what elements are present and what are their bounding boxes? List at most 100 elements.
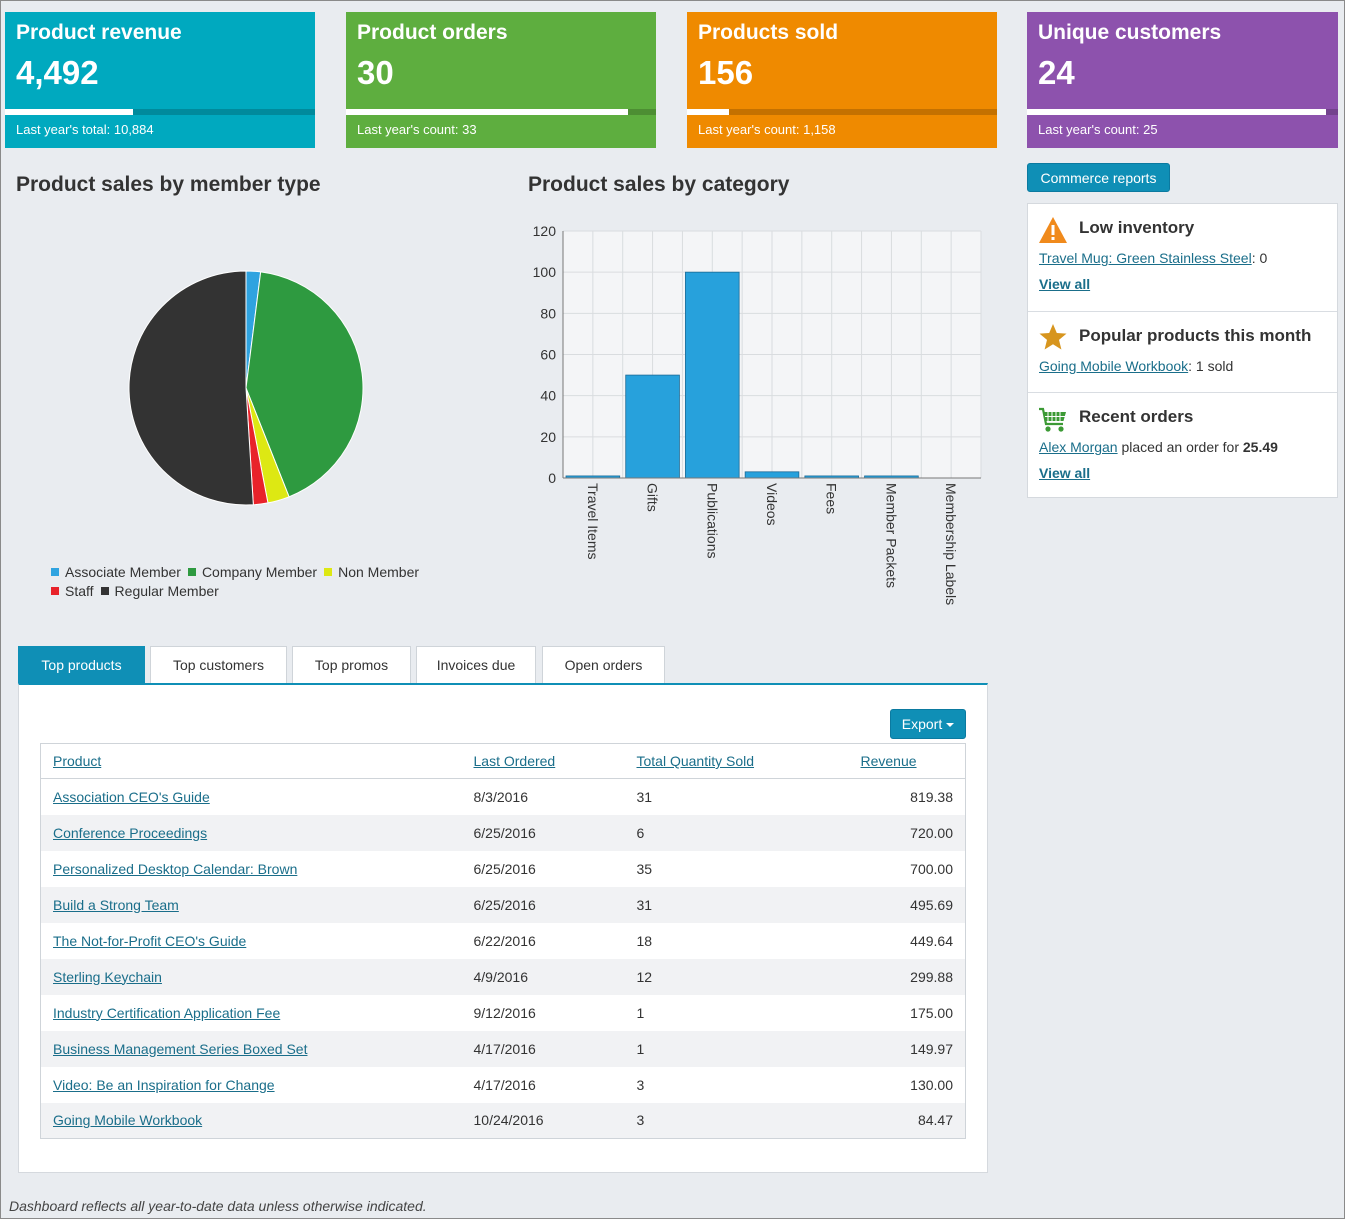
shopping-cart-icon <box>1038 406 1068 439</box>
low-inventory-view-all-link[interactable]: View all <box>1039 276 1091 292</box>
tile-progress-bar <box>1027 109 1338 115</box>
last-ordered-cell: 6/25/2016 <box>461 886 625 923</box>
column-header-product[interactable]: Product <box>53 753 102 769</box>
pie-chart-title: Product sales by member type <box>16 173 321 196</box>
last-ordered-cell: 6/25/2016 <box>461 814 625 851</box>
revenue-cell: 449.64 <box>910 932 953 949</box>
product-link[interactable]: Sterling Keychain <box>53 968 162 985</box>
revenue-cell: 495.69 <box>824 886 966 923</box>
product-cell: Build a Strong Team <box>40 886 462 923</box>
revenue-cell: 130.00 <box>910 1076 953 1093</box>
popular-products-title: Popular products this month <box>1079 326 1312 345</box>
tab-top-products[interactable]: Top products <box>18 646 145 684</box>
product-link[interactable]: Build a Strong Team <box>53 896 179 913</box>
table-row: Going Mobile Workbook 10/24/2016 3 84.47 <box>40 1102 966 1139</box>
legend-item: Company Member <box>187 564 318 580</box>
product-cell: Conference Proceedings <box>40 814 462 851</box>
y-tick-label: 20 <box>540 429 556 445</box>
low-inventory-title: Low inventory <box>1079 218 1195 237</box>
pie-legend: Associate Member Company Member Non Member… <box>51 563 426 601</box>
recent-orders-view-all-link[interactable]: View all <box>1039 465 1091 481</box>
product-link[interactable]: Personalized Desktop Calendar: Brown <box>53 860 298 877</box>
product-link[interactable]: Video: Be an Inspiration for Change <box>53 1076 275 1093</box>
tab-open-orders[interactable]: Open orders <box>542 646 665 684</box>
pie-slice-regular-member <box>128 270 254 506</box>
legend-label: Non Member <box>338 564 420 580</box>
tile-footer: Last year's count: 33 <box>357 122 477 137</box>
tile-progress-fill <box>1027 109 1326 115</box>
recent-order-amount: 25.49 <box>1242 439 1278 455</box>
top-products-table: Product Last Ordered Total Quantity Sold… <box>40 743 966 1139</box>
tile-footer: Last year's count: 25 <box>1038 122 1158 137</box>
tile-progress-fill <box>687 109 729 115</box>
low-inventory-item-link[interactable]: Travel Mug: Green Stainless Steel <box>1039 250 1252 266</box>
pie-chart <box>128 270 364 506</box>
legend-swatch <box>324 568 333 576</box>
legend-label: Company Member <box>201 564 318 580</box>
legend-item: Non Member <box>324 564 419 580</box>
export-button[interactable]: Export <box>890 709 966 739</box>
popular-products-section: Popular products this month Going Mobile… <box>1028 312 1337 393</box>
table-row: Association CEO's Guide 8/3/2016 31 819.38 <box>41 779 966 815</box>
product-link[interactable]: The Not-for-Profit CEO's Guide <box>53 932 247 949</box>
table-row: Business Management Series Boxed Set 4/17… <box>40 1030 966 1067</box>
recent-orders-section: Recent orders Alex Morgan placed an orde… <box>1028 393 1337 498</box>
tab-invoices-due[interactable]: Invoices due <box>416 646 536 684</box>
legend-item: Associate Member <box>51 564 181 580</box>
product-cell: The Not-for-Profit CEO's Guide <box>41 923 462 959</box>
tile-footer: Last year's total: 10,884 <box>16 122 154 137</box>
product-cell: Video: Be an Inspiration for Change <box>41 1067 462 1103</box>
revenue-cell: 720.00 <box>824 814 966 851</box>
tile-progress-bar <box>346 109 656 115</box>
popular-product-link[interactable]: Going Mobile Workbook <box>1039 358 1189 374</box>
column-header-total-quantity-sold[interactable]: Total Quantity Sold <box>636 753 755 769</box>
product-link[interactable]: Conference Proceedings <box>53 824 208 841</box>
tile-value: 4,492 <box>16 54 99 91</box>
recent-order-item: Alex Morgan placed an order for 25.49 <box>1039 439 1278 455</box>
quantity-sold-cell: 1 <box>624 1030 825 1067</box>
quantity-sold-cell: 6 <box>624 814 825 851</box>
tile-value: 156 <box>698 54 754 91</box>
legend-swatch <box>100 587 109 595</box>
recent-order-customer-link[interactable]: Alex Morgan <box>1039 439 1118 455</box>
tile-products-sold: Products sold 156 Last year's count: 1,1… <box>687 12 997 148</box>
product-link[interactable]: Association CEO's Guide <box>53 788 210 805</box>
revenue-cell: 819.38 <box>910 788 953 805</box>
y-tick-label: 40 <box>540 388 556 404</box>
tab-top-customers[interactable]: Top customers <box>150 646 287 684</box>
last-ordered-cell: 6/25/2016 <box>473 860 536 877</box>
tile-title: Product orders <box>357 21 508 44</box>
column-header-last-ordered[interactable]: Last Ordered <box>473 753 556 769</box>
table-row: Sterling Keychain 4/9/2016 12 299.88 <box>40 958 966 995</box>
x-tick-label: Membership Labels <box>943 483 959 605</box>
low-inventory-item: Travel Mug: Green Stainless Steel: 0 <box>1039 250 1267 266</box>
product-link[interactable]: Going Mobile Workbook <box>53 1112 203 1129</box>
tile-title: Products sold <box>698 21 839 44</box>
revenue-cell: 175.00 <box>910 1004 953 1021</box>
bar-videos <box>744 471 800 479</box>
product-link[interactable]: Business Management Series Boxed Set <box>53 1040 308 1057</box>
quantity-sold-cell: 18 <box>636 932 653 949</box>
legend-label: Regular Member <box>114 583 219 599</box>
legend-item: Regular Member <box>100 583 219 599</box>
table-row: The Not-for-Profit CEO's Guide 6/22/2016 1… <box>41 923 966 959</box>
product-cell: Personalized Desktop Calendar: Brown <box>41 851 462 887</box>
commerce-reports-button[interactable]: Commerce reports <box>1027 163 1170 192</box>
tab-top-promos[interactable]: Top promos <box>292 646 411 684</box>
tile-progress-bar <box>687 109 997 115</box>
product-link[interactable]: Industry Certification Application Fee <box>53 1004 281 1021</box>
table-row: Conference Proceedings 6/25/2016 6 720.00 <box>40 814 966 851</box>
revenue-cell: 149.97 <box>824 1030 966 1067</box>
tile-unique-customers: Unique customers 24 Last year's count: 2… <box>1027 12 1338 148</box>
column-header-revenue[interactable]: Revenue <box>860 753 917 769</box>
tile-product-orders: Product orders 30 Last year's count: 33 <box>346 12 656 148</box>
quantity-sold-cell: 31 <box>636 788 653 805</box>
x-tick-label: Gifts <box>645 483 661 512</box>
star-icon <box>1038 323 1068 356</box>
quantity-sold-cell: 31 <box>624 886 825 923</box>
table-header-row: Product Last Ordered Total Quantity Sold… <box>40 743 966 779</box>
tile-progress-bar <box>5 109 315 115</box>
tile-progress-fill <box>5 109 134 115</box>
x-tick-label: Videos <box>764 483 780 526</box>
quantity-sold-cell: 12 <box>624 958 825 995</box>
